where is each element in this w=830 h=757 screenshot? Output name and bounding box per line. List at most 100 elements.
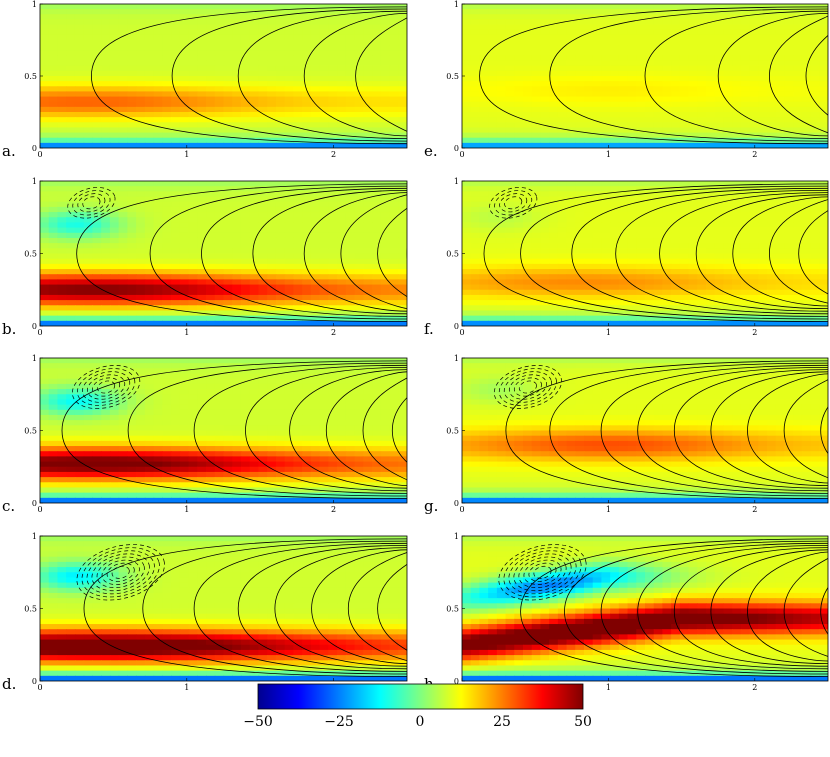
heatmap-cell xyxy=(232,497,242,503)
heatmap-cell xyxy=(380,561,391,568)
heatmap-cell xyxy=(232,546,242,553)
heatmap-cell xyxy=(337,482,347,489)
heatmap-cell xyxy=(153,451,163,457)
heatmap-cell xyxy=(179,117,190,123)
heatmap-cell xyxy=(389,14,399,21)
heatmap-cell xyxy=(398,373,407,380)
heatmap-cell xyxy=(319,466,329,473)
heatmap-cell xyxy=(214,222,225,229)
heatmap-cell xyxy=(249,613,260,620)
heatmap-cell xyxy=(101,629,111,635)
heatmap-cell xyxy=(74,394,85,401)
streamline-dashed xyxy=(96,556,145,588)
heatmap-cell xyxy=(232,294,242,301)
heatmap-cell xyxy=(179,227,190,234)
heatmap-cell xyxy=(92,414,102,421)
heatmap-cell xyxy=(293,279,303,286)
heatmap-cell xyxy=(232,9,242,15)
heatmap-cell xyxy=(74,60,85,67)
heatmap-cell xyxy=(302,624,312,630)
heatmap-cell xyxy=(57,320,67,326)
heatmap-cell xyxy=(354,132,364,139)
heatmap-cell xyxy=(197,399,207,406)
heatmap-cell xyxy=(136,212,146,218)
heatmap-cell xyxy=(57,227,67,234)
heatmap-cell xyxy=(74,34,85,41)
heatmap-cell xyxy=(118,315,128,322)
heatmap-cell xyxy=(284,461,295,468)
heatmap-cell xyxy=(345,399,356,406)
heatmap-cell xyxy=(284,14,295,21)
heatmap-cell xyxy=(206,45,216,51)
heatmap-cell xyxy=(48,446,59,452)
heatmap-cell xyxy=(223,237,233,244)
heatmap-cell xyxy=(206,461,216,468)
heatmap-cell xyxy=(162,378,172,385)
heatmap-cell xyxy=(293,577,303,584)
heatmap-cell xyxy=(302,639,312,646)
heatmap-cell xyxy=(249,142,260,148)
heatmap-cell xyxy=(398,60,407,67)
heatmap-cell xyxy=(127,310,137,317)
heatmap-cell xyxy=(302,142,312,148)
heatmap-cell xyxy=(57,253,67,260)
heatmap-cell xyxy=(118,644,128,651)
heatmap-cell xyxy=(171,660,181,667)
heatmap-cell xyxy=(398,19,407,26)
heatmap-cell xyxy=(380,60,391,67)
heatmap-cell xyxy=(83,81,94,87)
heatmap-cell xyxy=(179,243,190,249)
heatmap-cell xyxy=(240,383,251,390)
heatmap-cell xyxy=(337,556,347,563)
heatmap-cell xyxy=(232,40,242,46)
heatmap-cell xyxy=(197,577,207,584)
heatmap-cell xyxy=(74,186,85,192)
heatmap-cell xyxy=(232,320,242,326)
heatmap-cell xyxy=(275,582,286,589)
heatmap-cell xyxy=(372,399,382,406)
heatmap-cell xyxy=(258,466,268,473)
heatmap-cell xyxy=(171,613,181,620)
heatmap-cell xyxy=(319,258,329,265)
heatmap-cell xyxy=(171,644,181,651)
heatmap-cell xyxy=(162,294,172,301)
heatmap-cell xyxy=(267,430,277,437)
heatmap-cell xyxy=(267,248,277,255)
heatmap-cell xyxy=(40,40,50,46)
heatmap-cell xyxy=(197,477,207,483)
heatmap-cell xyxy=(92,665,102,672)
heatmap-cell xyxy=(206,137,216,144)
heatmap-cell xyxy=(363,551,373,558)
heatmap-cell xyxy=(284,201,295,208)
heatmap-cell xyxy=(179,577,190,584)
heatmap-cell xyxy=(249,561,260,568)
heatmap-cell xyxy=(319,639,329,646)
heatmap-cell xyxy=(171,383,181,390)
heatmap-cell xyxy=(162,122,172,129)
heatmap-cell xyxy=(302,425,312,432)
heatmap-cell xyxy=(249,660,260,667)
heatmap-cell xyxy=(328,300,338,306)
heatmap-cell xyxy=(345,300,356,306)
heatmap-cell xyxy=(363,425,373,432)
heatmap-cell xyxy=(136,577,146,584)
heatmap-cell xyxy=(197,541,207,547)
heatmap-cell xyxy=(380,76,391,82)
streamline-solid xyxy=(237,10,407,139)
heatmap-cell xyxy=(302,592,312,599)
heatmap-cell xyxy=(284,112,295,118)
heatmap-cell xyxy=(354,232,364,239)
heatmap-cell xyxy=(74,598,85,604)
heatmap-cell xyxy=(144,196,155,203)
heatmap-cell xyxy=(66,665,76,672)
heatmap-cell xyxy=(714,4,725,10)
heatmap-cell xyxy=(363,373,373,380)
heatmap-cell xyxy=(249,181,260,187)
heatmap-cell xyxy=(267,45,277,51)
heatmap-cell xyxy=(153,577,163,584)
streamline-solid xyxy=(83,538,407,677)
heatmap-cell xyxy=(40,206,50,213)
heatmap-cell xyxy=(302,4,312,10)
heatmap-cell xyxy=(109,320,120,326)
heatmap-cell xyxy=(101,320,111,326)
